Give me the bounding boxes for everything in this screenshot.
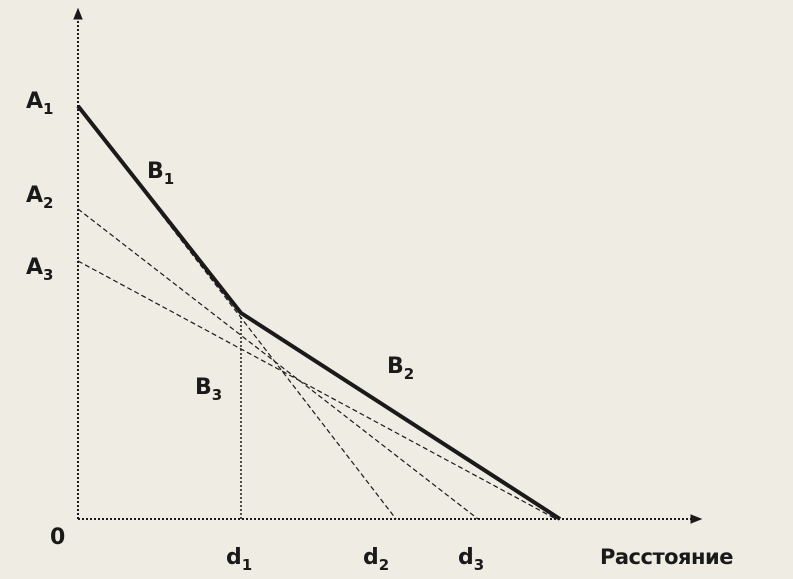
origin-label: 0 [50,525,65,550]
minimum-cost-envelope [76,104,562,521]
a3-label: A3 [26,255,53,284]
a1-label: A1 [26,89,53,118]
b2-label: B2 [387,354,414,383]
d2-label: d2 [363,545,389,574]
a2-label: A2 [26,183,53,212]
b3-label: B3 [195,375,222,404]
x-axis-label: Расстояние [600,545,733,569]
d1-label: d1 [226,545,252,574]
line-a3 [77,260,557,520]
b1-label: B1 [147,159,174,188]
d3-label: d3 [458,545,484,574]
line-a1-d2 [77,105,397,520]
line-a2-d3 [77,208,479,520]
